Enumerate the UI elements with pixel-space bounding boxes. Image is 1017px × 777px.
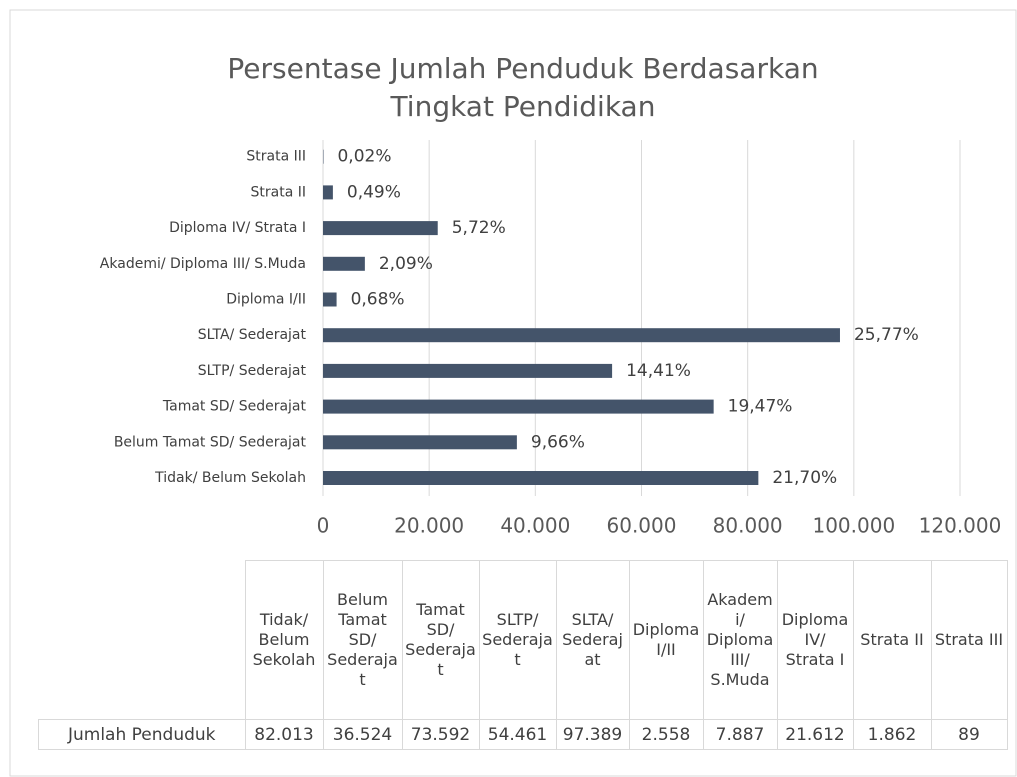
- row-header: Jumlah Penduduk: [38, 719, 246, 750]
- table-value: 73.592: [401, 719, 480, 750]
- x-tick-label: 20.000: [394, 514, 464, 538]
- y-tick-label: Diploma I/II: [226, 292, 306, 308]
- x-tick-label: 100.000: [812, 514, 895, 538]
- table-value: 54.461: [478, 719, 557, 750]
- table-header: Strata II: [852, 560, 932, 720]
- y-tick-label: Belum Tamat SD/ Sederajat: [114, 434, 307, 450]
- x-tick-label: 80.000: [713, 514, 783, 538]
- table-header: SLTA/ Sederajat: [555, 560, 630, 720]
- y-tick-label: Akademi/ Diploma III/ S.Muda: [100, 256, 306, 272]
- chart-title: Persentase Jumlah Penduduk Berdasarkan Ti…: [227, 52, 818, 123]
- bar: [323, 292, 337, 307]
- data-label: 25,77%: [854, 325, 919, 345]
- data-label: 5,72%: [452, 218, 506, 238]
- x-tick-label: 120.000: [919, 514, 1002, 538]
- bar: [323, 435, 517, 450]
- table-value: 21.612: [776, 719, 854, 750]
- x-tick-label: 60.000: [607, 514, 677, 538]
- data-label: 14,41%: [626, 361, 691, 381]
- bar: [323, 471, 759, 485]
- table-value: 1.862: [852, 719, 932, 750]
- table-header: Diploma IV/ Strata I: [776, 560, 854, 720]
- table-header: Tamat SD/ Sederajat: [401, 560, 480, 720]
- data-label: 0,02%: [337, 147, 391, 167]
- table-header: SLTP/ Sederajat: [478, 560, 557, 720]
- chart-border: [9, 9, 1017, 777]
- bar: [323, 256, 365, 271]
- table-header: Belum Tamat SD/ Sederajat: [322, 560, 403, 720]
- data-label: 0,68%: [351, 290, 405, 310]
- data-label: 2,09%: [379, 254, 433, 274]
- data-table: Tidak/ Belum Sekolah Belum Tamat SD/ Sede…: [38, 560, 1008, 750]
- y-tick-label: Tidak/ Belum Sekolah: [154, 470, 306, 486]
- table-value: 89: [930, 719, 1008, 750]
- blank: [39, 561, 246, 720]
- table-header: Akademi/ Diploma III/ S.Muda: [702, 560, 778, 720]
- y-tick-label: Diploma IV/ Strata I: [169, 220, 306, 236]
- data-label: 9,66%: [531, 432, 585, 452]
- bar: [323, 363, 613, 378]
- y-tick-label: SLTP/ Sederajat: [198, 363, 307, 379]
- data-label: 21,70%: [772, 468, 837, 488]
- y-tick-label: Strata III: [246, 149, 306, 165]
- table-value: 2.558: [628, 719, 704, 750]
- y-tick-label: Strata II: [251, 184, 307, 200]
- bar: [323, 328, 840, 343]
- table-header: Tidak/ Belum Sekolah: [244, 560, 324, 720]
- table-header: Diploma I/II: [628, 560, 704, 720]
- y-tick-label: SLTA/ Sederajat: [198, 327, 307, 343]
- bar: [323, 185, 333, 200]
- table-value: 36.524: [322, 719, 403, 750]
- bar: [323, 399, 714, 414]
- table-value: 82.013: [244, 719, 324, 750]
- y-tick-label: Tamat SD/ Sederajat: [162, 399, 307, 415]
- table-value: 97.389: [555, 719, 630, 750]
- x-tick-label: 40.000: [500, 514, 570, 538]
- table-header: Strata III: [930, 560, 1008, 720]
- data-label: 0,49%: [347, 182, 401, 202]
- bar: [323, 221, 438, 236]
- table-value: 7.887: [702, 719, 778, 750]
- data-label: 19,47%: [728, 397, 793, 417]
- x-tick-label: 0: [317, 514, 330, 538]
